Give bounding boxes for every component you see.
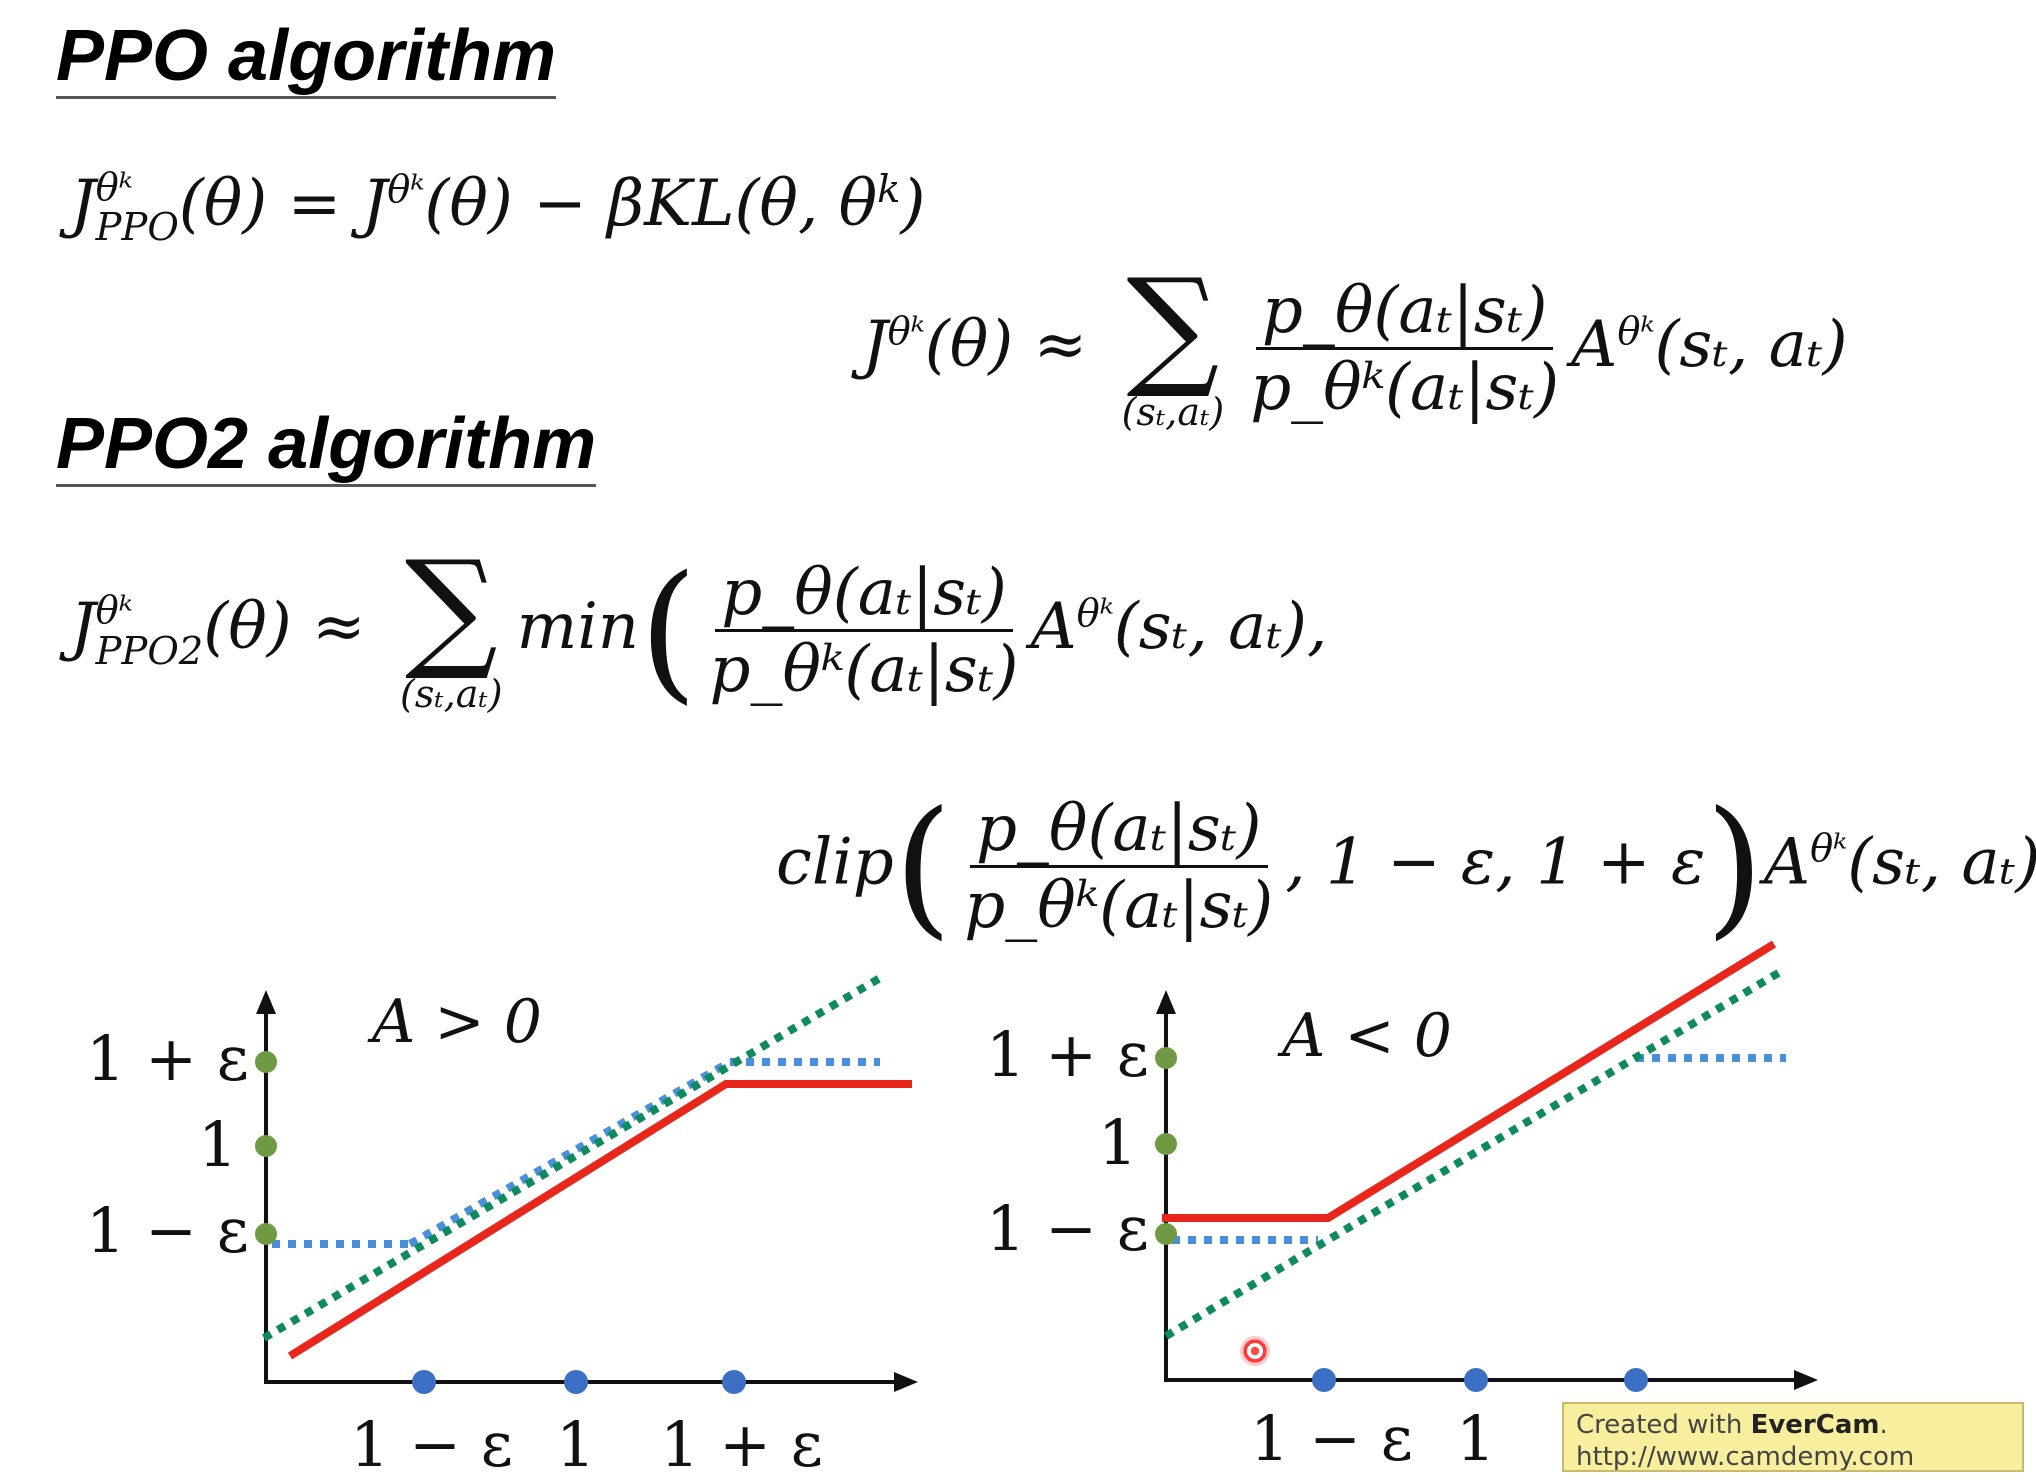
summation-symbol: ∑ (sₜ,aₜ) [1121,250,1225,434]
probability-ratio: p_θ(aₜ|sₜ) p_θᵏ(aₜ|sₜ) [964,791,1274,943]
x-tick-label: 1 [556,1408,596,1481]
y-tick-marker [255,1051,277,1073]
surrogate-objective-equation: Jθᵏ(θ) ≈ ∑ (sₜ,aₜ) p_θ(aₜ|sₜ) p_θᵏ(aₜ|sₜ) Aθ… [862,250,1848,434]
ppo2-clip-term: clip(p_θ(aₜ|sₜ) p_θᵏ(aₜ|sₜ), 1 − ε, 1 + ε… [776,780,2036,954]
y-tick-marker [1155,1133,1177,1155]
ppo-heading: PPO algorithm [56,20,557,99]
x-tick-marker [564,1370,588,1394]
y-tick-label: 1 [1098,1106,1138,1179]
x-tick-label: 1 − ε [350,1408,513,1481]
y-tick-marker [255,1223,277,1245]
x-tick-label: 1 [1456,1402,1496,1475]
y-tick-label: 1 − ε [86,1194,249,1267]
x-axis-arrowhead [1794,1370,1818,1390]
y-tick-label: 1 [198,1108,238,1181]
y-tick-marker [1155,1047,1177,1069]
ratio-line [1163,968,1783,1340]
clipped-objective-line [1162,940,1777,1222]
evercam-watermark: Created with EverCam. http://www.camdemy… [1562,1402,2024,1472]
clipped-objective-line [287,1080,912,1360]
probability-ratio: p_θ(aₜ|sₜ) p_θᵏ(aₜ|sₜ) [1250,274,1560,425]
ratio-line [261,974,883,1342]
x-tick-marker [412,1370,436,1394]
y-tick-label: 1 + ε [986,1018,1149,1091]
x-tick-label: 1 + ε [660,1408,823,1481]
x-tick-marker [1312,1368,1336,1392]
condition-label-a-negative: A < 0 [1282,1001,1452,1071]
y-tick-label: 1 − ε [986,1192,1149,1265]
y-tick-label: 1 + ε [86,1022,249,1095]
ppo2-heading: PPO2 algorithm [56,408,597,487]
summation-symbol: ∑ (sₜ,aₜ) [400,532,503,716]
y-axis-arrowhead [256,990,276,1014]
x-tick-marker [1464,1368,1488,1392]
condition-label-a-positive: A > 0 [372,987,542,1057]
y-tick-marker [1155,1223,1177,1245]
probability-ratio: p_θ(aₜ|sₜ) p_θᵏ(aₜ|sₜ) [709,556,1019,707]
y-tick-marker [255,1135,277,1157]
x-axis-arrowhead [894,1372,918,1392]
x-tick-marker [722,1370,746,1394]
cursor-indicator [1240,1336,1270,1366]
x-tick-marker [1624,1368,1648,1392]
y-axis-arrowhead [1156,990,1176,1014]
x-tick-label: 1 − ε [1250,1402,1413,1475]
